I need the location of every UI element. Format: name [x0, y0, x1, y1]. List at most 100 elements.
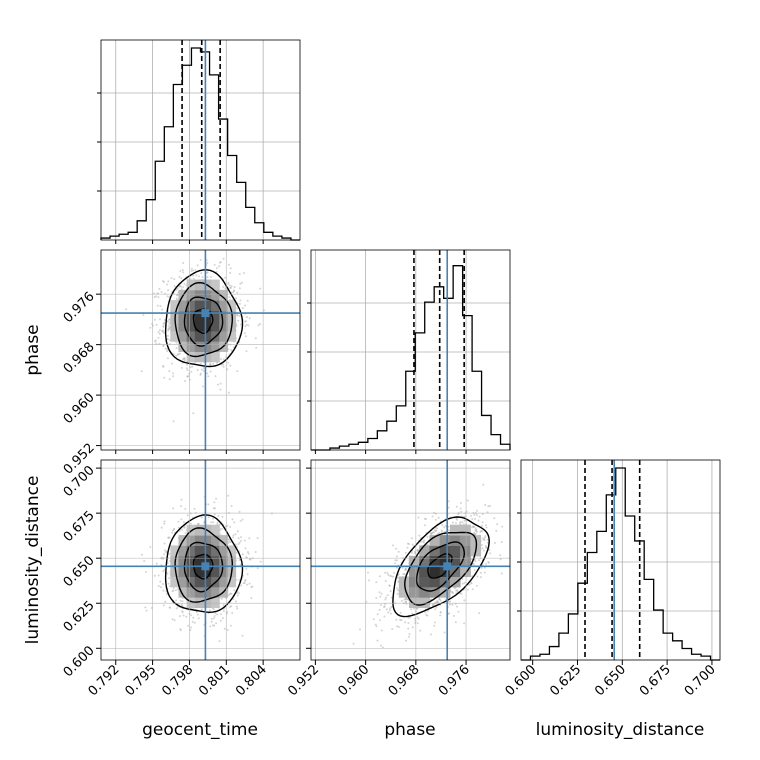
sample-point [230, 349, 233, 352]
sample-point [480, 567, 483, 569]
sample-point [385, 608, 388, 611]
sample-point [243, 332, 246, 335]
density-cell [178, 555, 188, 567]
sample-point [410, 537, 413, 540]
sample-point [478, 559, 480, 562]
sample-point [426, 609, 429, 612]
sample-point [190, 614, 193, 617]
sample-point [216, 523, 219, 526]
sample-point [380, 592, 383, 595]
sample-point [159, 586, 162, 589]
sample-point [376, 639, 379, 642]
sample-point [175, 354, 178, 357]
sample-point [237, 592, 240, 595]
sample-point [263, 309, 265, 312]
sample-point [460, 510, 463, 513]
sample-point [209, 370, 212, 373]
density-cell [449, 535, 461, 546]
sample-point [192, 269, 195, 272]
density-cell [409, 586, 420, 598]
sample-point [441, 524, 444, 527]
sample-point [479, 576, 482, 579]
hist-panel-geocent_time [97, 39, 301, 241]
sample-point [239, 563, 242, 566]
density-cell [194, 289, 204, 301]
sample-point [229, 525, 232, 528]
sample-point [470, 514, 472, 517]
sample-point [175, 347, 178, 350]
sample-point [375, 597, 378, 599]
density-cell [194, 330, 204, 342]
sample-point [396, 559, 398, 562]
sample-point [218, 640, 221, 643]
density-cell [211, 597, 220, 609]
sample-point [213, 507, 216, 510]
sample-point [239, 323, 242, 326]
sample-point [219, 382, 222, 385]
sample-point [397, 589, 399, 592]
sample-point [229, 284, 231, 287]
sample-point [434, 608, 437, 611]
sample-point [163, 520, 166, 523]
x-tick-label: 0.700 [682, 662, 719, 699]
sample-point [158, 329, 161, 332]
sample-point [481, 525, 483, 527]
sample-point [402, 573, 405, 576]
y-axis-label-phase: phase [23, 324, 43, 375]
sample-point [248, 317, 251, 320]
density-cell [227, 330, 237, 342]
density-cell [460, 524, 471, 536]
sample-point [457, 610, 460, 613]
sample-point [404, 551, 407, 554]
sample-point [161, 330, 164, 333]
sample-point [173, 278, 176, 281]
sample-point [385, 596, 387, 599]
sample-point [439, 611, 442, 614]
sample-point [443, 631, 446, 634]
sample-point [240, 281, 243, 284]
density-cell [219, 555, 228, 567]
density-cell [439, 535, 451, 546]
sample-point [375, 625, 378, 628]
sample-point [175, 341, 178, 344]
sample-point [236, 530, 239, 533]
sample-point [245, 567, 248, 570]
sample-point [477, 519, 480, 522]
sample-point [167, 280, 170, 283]
sample-point [489, 552, 492, 555]
sample-point [172, 420, 175, 423]
sample-point [401, 566, 404, 569]
sample-point [190, 267, 193, 270]
sample-point [158, 318, 161, 321]
x-axis-label-phase: phase [384, 720, 435, 740]
density-cell [419, 566, 430, 577]
sample-point [437, 600, 440, 603]
sample-point [387, 611, 390, 614]
sample-point [247, 552, 250, 555]
sample-point [155, 323, 158, 326]
sample-point [156, 304, 159, 307]
sample-point [194, 269, 197, 271]
sample-point [200, 608, 203, 611]
sample-point [226, 368, 229, 371]
y-tick-label: 0.675 [61, 508, 98, 545]
sample-point [168, 322, 171, 325]
sample-point [125, 308, 128, 311]
sample-point [169, 606, 172, 609]
density-cell [178, 576, 188, 588]
sample-point [473, 513, 476, 516]
sample-point [239, 539, 242, 542]
sample-point [166, 593, 168, 596]
sample-point [418, 534, 421, 537]
sample-point [219, 261, 222, 263]
sample-point [476, 575, 479, 578]
sample-point [391, 628, 394, 630]
density-cell [186, 597, 196, 609]
sample-point [168, 577, 171, 580]
sample-point [472, 563, 475, 566]
sample-point [451, 603, 454, 606]
density-cell [202, 586, 212, 598]
sample-point [405, 600, 408, 603]
sample-point [476, 509, 478, 512]
sample-point [209, 276, 212, 278]
